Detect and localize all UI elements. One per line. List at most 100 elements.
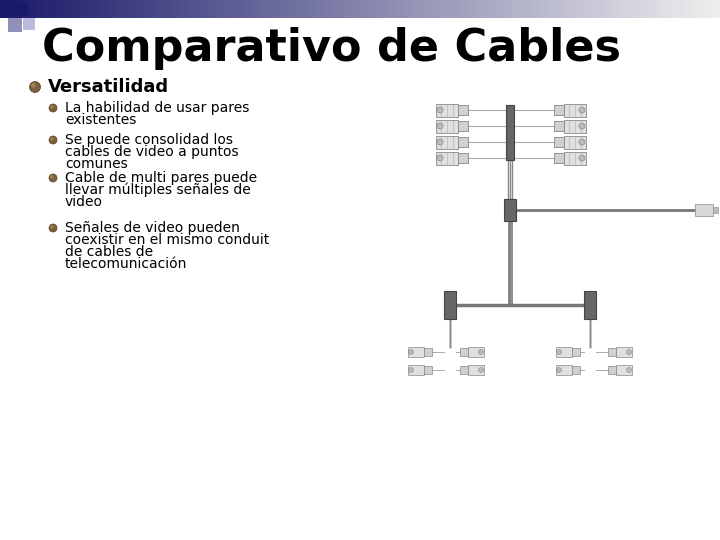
Bar xyxy=(648,0,655,18)
Bar xyxy=(8,2,28,16)
Bar xyxy=(122,0,130,18)
Text: existentes: existentes xyxy=(65,113,136,127)
Bar xyxy=(576,0,583,18)
Bar xyxy=(424,366,432,374)
Circle shape xyxy=(408,349,413,354)
Bar xyxy=(7,0,14,18)
Bar xyxy=(468,0,475,18)
Bar xyxy=(180,0,187,18)
Bar xyxy=(374,0,382,18)
Bar xyxy=(266,0,274,18)
Bar xyxy=(209,0,216,18)
Bar xyxy=(695,204,713,216)
Bar xyxy=(554,137,564,147)
Bar xyxy=(691,0,698,18)
Circle shape xyxy=(557,368,562,373)
Bar xyxy=(554,153,564,163)
Bar xyxy=(86,0,94,18)
Text: Comparativo de Cables: Comparativo de Cables xyxy=(42,26,621,70)
Bar xyxy=(436,136,458,148)
Bar xyxy=(616,347,632,357)
Bar xyxy=(684,0,691,18)
Bar xyxy=(173,0,180,18)
Bar xyxy=(288,0,295,18)
Bar xyxy=(245,0,252,18)
Circle shape xyxy=(50,137,53,140)
Bar xyxy=(238,0,245,18)
Circle shape xyxy=(30,82,40,92)
Bar xyxy=(482,0,490,18)
Bar xyxy=(324,0,331,18)
Bar xyxy=(367,0,374,18)
Text: cables de video a puntos: cables de video a puntos xyxy=(65,145,238,159)
Bar xyxy=(302,0,310,18)
Bar xyxy=(8,18,22,32)
Circle shape xyxy=(437,155,443,161)
Bar xyxy=(187,0,194,18)
Bar xyxy=(460,366,468,374)
Bar xyxy=(444,291,456,319)
Text: Versatilidad: Versatilidad xyxy=(48,78,169,96)
Circle shape xyxy=(49,224,57,232)
Bar xyxy=(584,291,596,319)
Bar xyxy=(677,0,684,18)
Bar xyxy=(616,365,632,375)
Bar xyxy=(454,0,461,18)
Bar xyxy=(490,0,497,18)
Bar xyxy=(569,0,576,18)
Circle shape xyxy=(437,139,443,145)
Circle shape xyxy=(408,368,413,373)
Bar xyxy=(317,0,324,18)
Circle shape xyxy=(479,368,484,373)
Text: Cable de multi pares puede: Cable de multi pares puede xyxy=(65,171,257,185)
Bar xyxy=(605,0,612,18)
Bar xyxy=(295,0,302,18)
Bar xyxy=(504,0,511,18)
Bar xyxy=(554,105,564,115)
Circle shape xyxy=(49,136,57,144)
Bar xyxy=(23,18,35,30)
Bar xyxy=(382,0,389,18)
Bar xyxy=(436,119,458,132)
Circle shape xyxy=(626,349,631,354)
Bar xyxy=(612,0,619,18)
Bar xyxy=(518,0,526,18)
Bar xyxy=(446,0,454,18)
Bar xyxy=(458,105,468,115)
Bar xyxy=(115,0,122,18)
Bar xyxy=(360,0,367,18)
Bar xyxy=(562,0,569,18)
Bar xyxy=(0,0,7,18)
Text: video: video xyxy=(65,195,103,209)
Bar xyxy=(158,0,166,18)
Bar xyxy=(50,0,58,18)
Bar xyxy=(331,0,338,18)
Bar xyxy=(475,0,482,18)
Bar xyxy=(662,0,670,18)
Bar xyxy=(14,0,22,18)
Bar xyxy=(706,0,713,18)
Bar xyxy=(554,121,564,131)
Bar xyxy=(22,0,29,18)
Text: comunes: comunes xyxy=(65,157,127,171)
Bar xyxy=(259,0,266,18)
Bar xyxy=(547,0,554,18)
Text: Señales de video pueden: Señales de video pueden xyxy=(65,221,240,235)
Bar xyxy=(353,0,360,18)
Bar xyxy=(572,348,580,356)
Text: La habilidad de usar pares: La habilidad de usar pares xyxy=(65,101,249,115)
Text: llevar múltiples señales de: llevar múltiples señales de xyxy=(65,183,251,197)
Bar xyxy=(564,104,586,117)
Bar xyxy=(458,153,468,163)
Bar xyxy=(389,0,396,18)
Bar xyxy=(713,207,718,213)
Bar xyxy=(655,0,662,18)
Bar xyxy=(458,137,468,147)
Bar xyxy=(670,0,677,18)
Bar xyxy=(252,0,259,18)
Bar xyxy=(436,104,458,117)
Bar xyxy=(554,0,562,18)
Bar xyxy=(511,0,518,18)
Bar xyxy=(425,0,432,18)
Bar xyxy=(619,0,626,18)
